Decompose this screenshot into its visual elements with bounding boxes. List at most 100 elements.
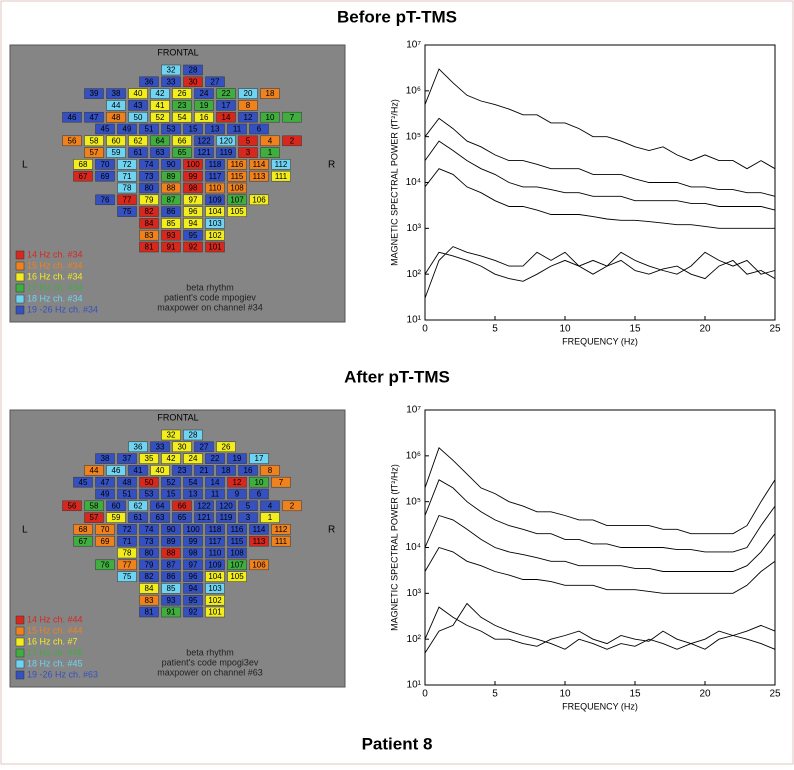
channel-box <box>249 170 269 182</box>
y-tick-label: 10³ <box>407 588 422 599</box>
channel-box <box>260 88 280 99</box>
channel-label: 49 <box>123 125 132 134</box>
channel-box <box>227 123 247 135</box>
legend-label: 14 Hz ch. #34 <box>27 249 83 259</box>
channel-box <box>117 170 137 182</box>
channel-label: 51 <box>123 490 132 499</box>
channel-box <box>194 135 214 147</box>
channel-box <box>95 476 115 488</box>
channel-label: 93 <box>167 231 176 240</box>
channel-box <box>161 453 181 464</box>
x-tick-label: 20 <box>699 324 711 335</box>
channel-label: 68 <box>79 160 88 169</box>
channel-box <box>238 88 258 99</box>
channel-box <box>249 535 269 547</box>
channel-box <box>106 500 126 512</box>
channel-box <box>128 441 148 453</box>
channel-label: 73 <box>145 537 154 546</box>
channel-box <box>128 100 148 111</box>
channel-box <box>117 524 137 535</box>
y-tick-label: 10² <box>407 634 422 645</box>
spectrum-line <box>424 546 776 594</box>
y-tick-label: 10⁶ <box>406 85 421 96</box>
channel-label: 94 <box>189 584 198 593</box>
channel-label: 15 <box>189 125 198 134</box>
channel-box <box>205 159 225 170</box>
heading: Before pT-TMS <box>337 7 457 26</box>
channel-label: 116 <box>231 160 244 169</box>
channel-label: 85 <box>167 584 176 593</box>
channel-box <box>183 182 203 194</box>
y-tick-label: 10⁴ <box>406 542 421 553</box>
channel-label: 27 <box>211 77 220 86</box>
channel-box <box>205 535 225 547</box>
channel-box <box>205 170 225 182</box>
map-caption: maxpower on channel #34 <box>157 302 263 312</box>
channel-label: 76 <box>101 560 110 569</box>
channel-box <box>161 229 181 241</box>
channel-label: 36 <box>145 77 154 86</box>
channel-label: 81 <box>145 608 154 617</box>
channel-box <box>183 488 203 500</box>
channel-label: 53 <box>145 490 154 499</box>
channel-box <box>139 218 159 229</box>
channel-label: 89 <box>167 537 176 546</box>
map-right: R <box>328 525 335 536</box>
channel-box <box>62 135 82 147</box>
channel-box <box>161 476 181 488</box>
channel-box <box>227 159 247 170</box>
channel-box <box>183 76 203 88</box>
channel-box <box>84 135 104 147</box>
x-tick-label: 0 <box>422 324 428 335</box>
channel-label: 30 <box>178 442 187 451</box>
channel-box <box>205 206 225 217</box>
channel-label: 120 <box>219 501 233 510</box>
channel-box <box>84 465 104 476</box>
channel-label: 18 <box>222 466 231 475</box>
channel-label: 116 <box>231 525 244 534</box>
x-tick-label: 5 <box>492 689 498 700</box>
channel-box <box>194 512 214 523</box>
channel-box <box>128 111 148 123</box>
channel-label: 43 <box>134 101 143 110</box>
channel-box <box>183 559 203 571</box>
channel-box <box>216 465 236 476</box>
channel-label: 101 <box>208 608 222 617</box>
channel-box <box>106 147 126 158</box>
channel-box <box>172 500 192 512</box>
channel-label: 109 <box>208 195 222 204</box>
channel-label: 94 <box>189 219 198 228</box>
channel-label: 44 <box>90 466 99 475</box>
channel-label: 102 <box>208 596 222 605</box>
channel-label: 89 <box>167 172 176 181</box>
channel-box <box>161 547 181 559</box>
channel-label: 22 <box>222 89 231 98</box>
channel-box <box>183 594 203 606</box>
channel-box <box>139 606 159 618</box>
channel-box <box>161 182 181 194</box>
channel-label: 50 <box>134 113 143 122</box>
channel-box <box>205 241 225 253</box>
channel-label: 57 <box>90 148 99 157</box>
channel-label: 85 <box>167 219 176 228</box>
channel-label: 46 <box>112 466 121 475</box>
channel-label: 13 <box>211 125 220 134</box>
channel-label: 107 <box>230 560 244 569</box>
channel-box <box>139 123 159 135</box>
channel-label: 47 <box>101 478 110 487</box>
legend-swatch <box>15 294 25 304</box>
legend-swatch <box>15 272 25 282</box>
channel-box <box>161 123 181 135</box>
channel-box <box>260 111 280 123</box>
channel-box <box>205 123 225 135</box>
channel-label: 21 <box>200 466 209 475</box>
channel-label: 90 <box>167 160 176 169</box>
channel-label: 110 <box>209 184 222 193</box>
channel-label: 6 <box>257 490 262 499</box>
channel-label: 2 <box>290 501 295 510</box>
channel-label: 45 <box>79 478 88 487</box>
channel-label: 41 <box>134 466 143 475</box>
legend-swatch <box>15 261 25 271</box>
channel-box <box>183 159 203 170</box>
channel-label: 28 <box>189 431 198 440</box>
